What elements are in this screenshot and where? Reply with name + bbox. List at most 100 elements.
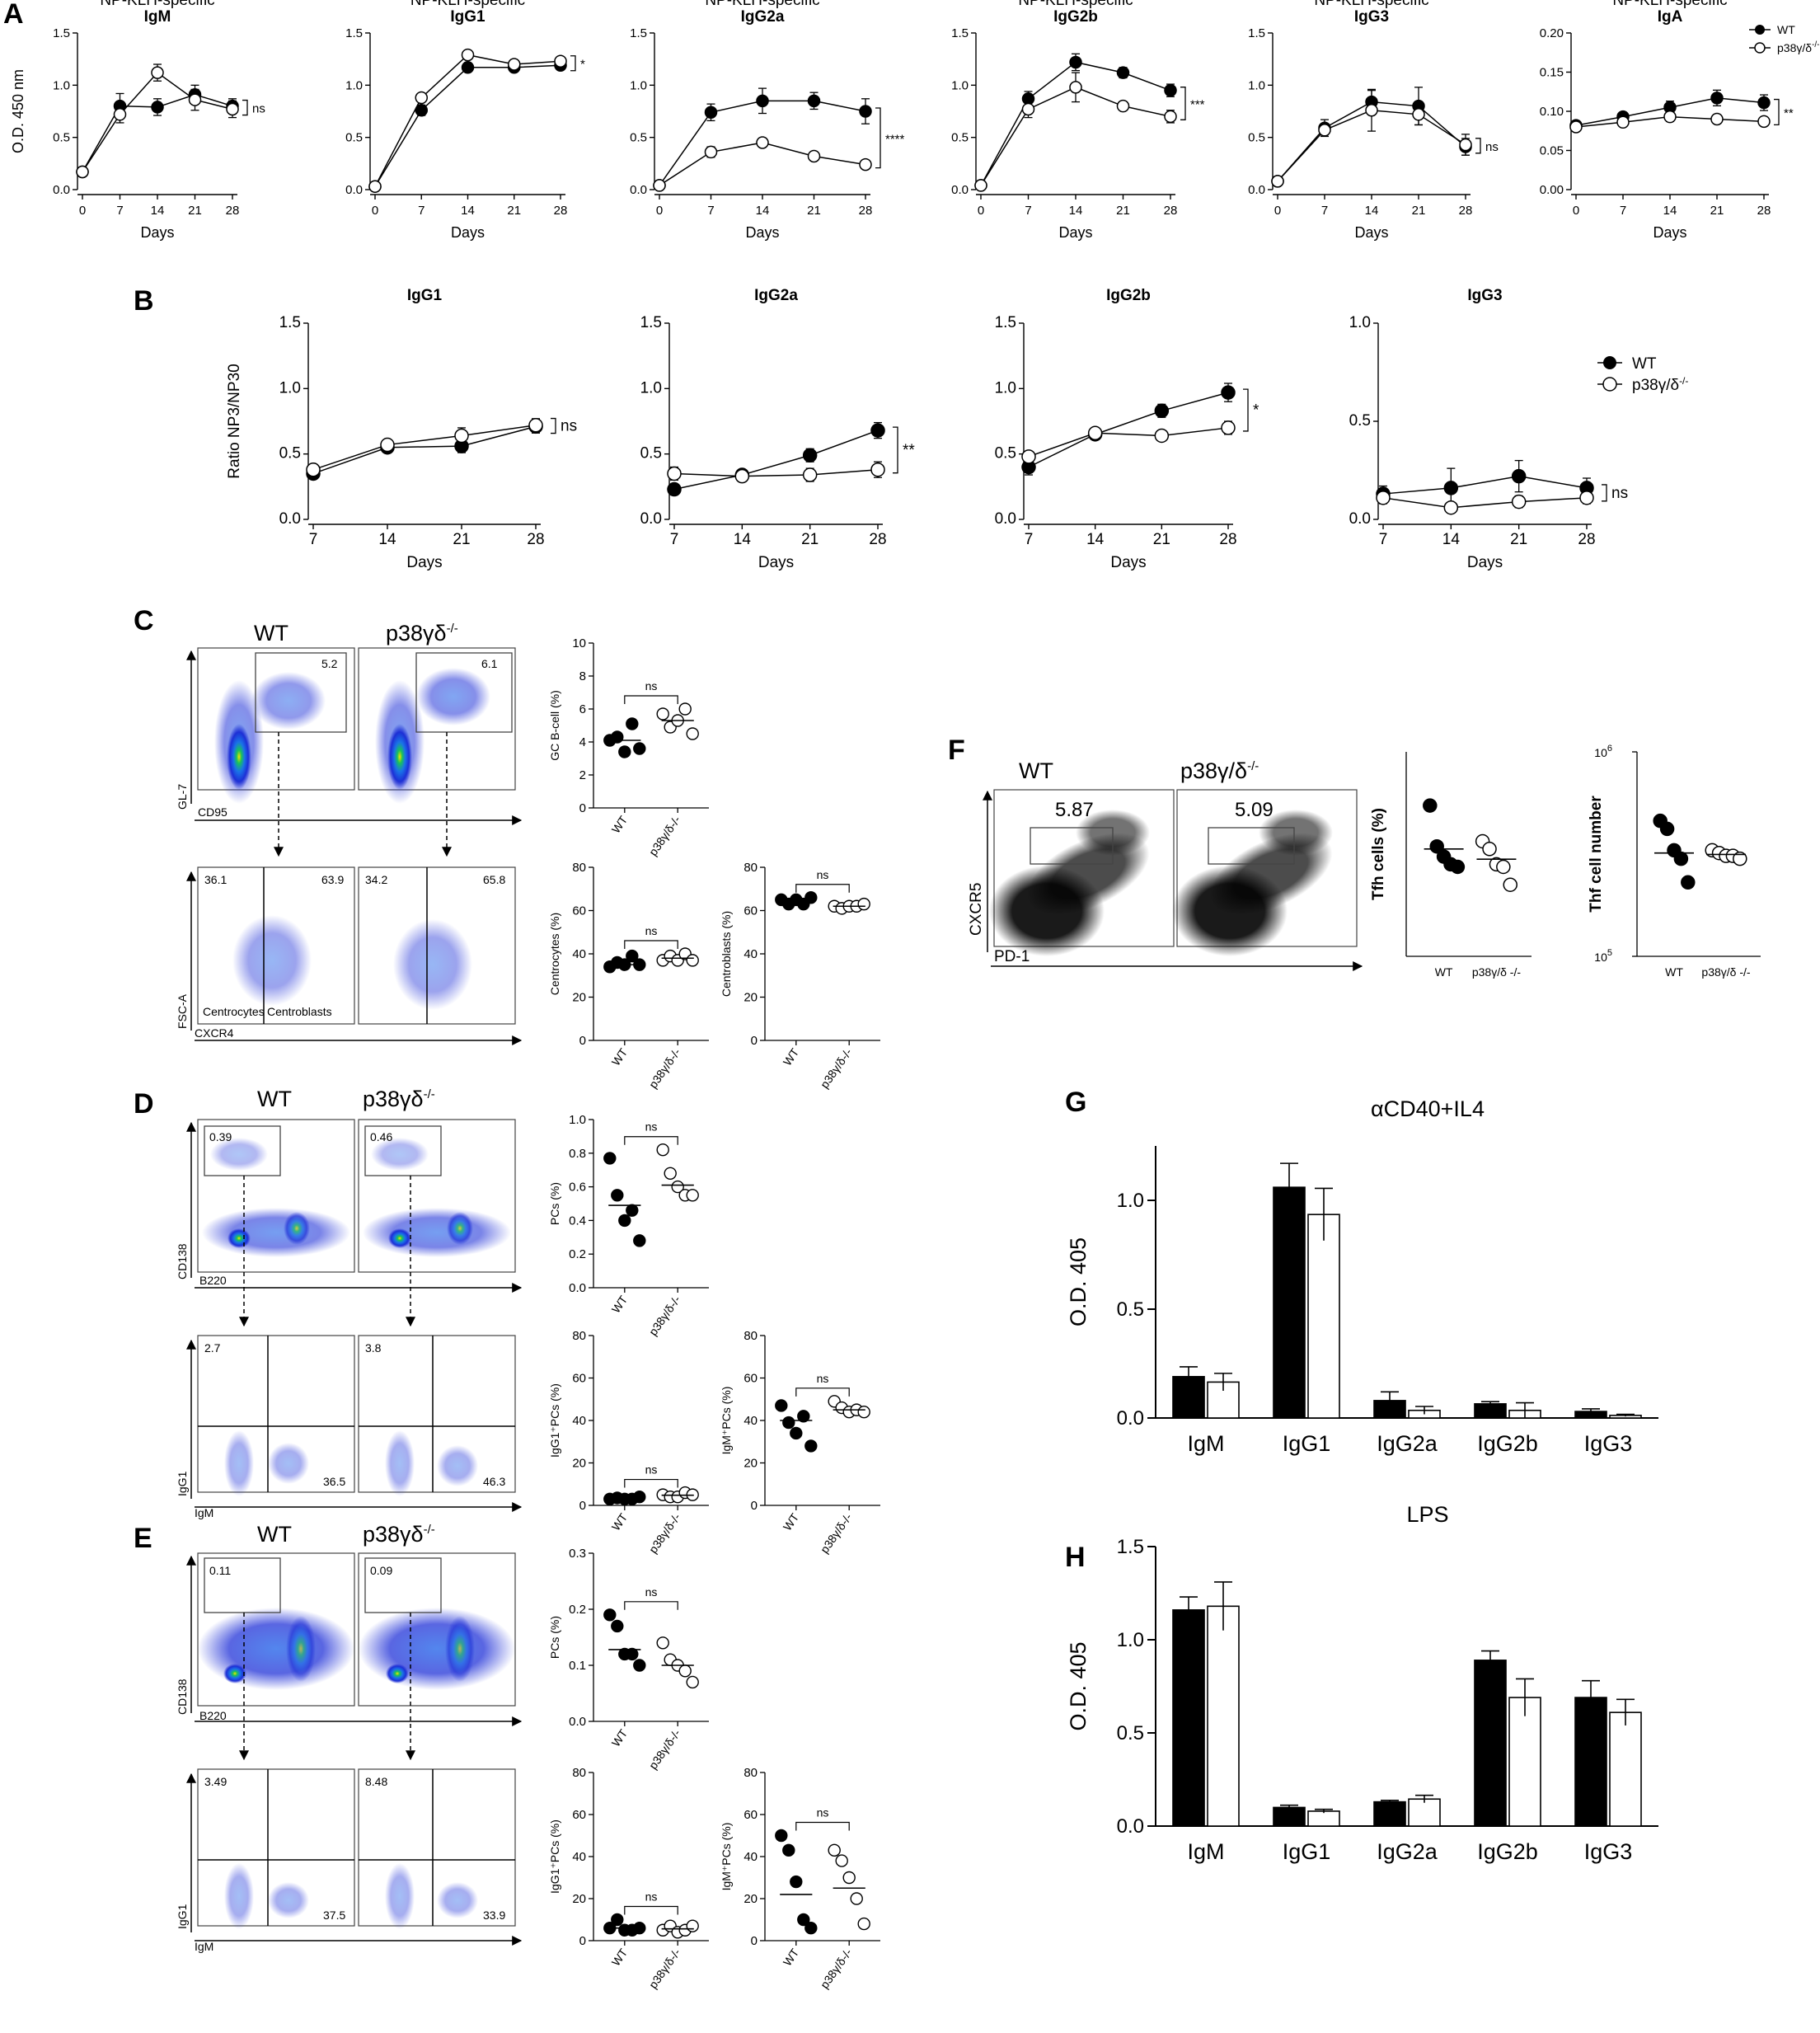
data-point-ko <box>734 468 750 484</box>
series-line-0 <box>374 64 561 187</box>
data-point-wt <box>611 1189 624 1202</box>
data-point-wt <box>626 1647 639 1661</box>
data-point-ko <box>1616 115 1630 129</box>
bar-ko <box>1408 1798 1441 1827</box>
data-point-wt <box>797 1913 810 1927</box>
flow-c-top: WT p38γδ-/- 5.2 6.1 GL-7 CD95 <box>176 621 523 857</box>
x-tick-label: 21 <box>1510 531 1527 548</box>
y-tick-label: 40 <box>572 947 586 961</box>
scatter-chart-F1: Tfh cells (%) WT p38γ/δ -/- <box>1370 752 1532 979</box>
data-point-ko <box>686 1189 699 1202</box>
y-tick-label: 80 <box>743 861 758 875</box>
flow-e-bot-x-axis: IgM <box>195 1940 213 1953</box>
y-tick-label: 0.0 <box>995 510 1016 528</box>
data-point-ko <box>1579 491 1594 505</box>
bar-ko <box>1609 1711 1642 1827</box>
legend-b-ko-text: p38γ/δ <box>1632 377 1679 394</box>
x-axis-label: Days <box>1354 224 1388 241</box>
data-point-ko <box>1365 103 1378 117</box>
y-tick-label: 106 <box>1594 744 1612 759</box>
legend-a-wt: WT <box>1777 23 1795 36</box>
y-tick-label: 0.5 <box>630 131 647 145</box>
significance-bracket <box>624 1905 678 1915</box>
y-tick-label: 60 <box>572 1808 586 1822</box>
y-tick-label: 40 <box>572 1414 586 1428</box>
flow-c-bot-x-axis: CXCR4 <box>195 1026 234 1040</box>
y-tick-label: 2 <box>579 768 586 782</box>
y-tick-label: 1.0 <box>569 1113 586 1127</box>
series-line-1 <box>312 425 537 471</box>
y-tick-label: 20 <box>572 1892 586 1906</box>
scatter-chart-D3: 0 20 40 60 80 IgM⁺PCs (%) WT p38γ/δ-/- ns <box>720 1329 880 1556</box>
data-point-ko <box>380 437 395 453</box>
flow-e-bottom: 3.49 37.5 8.48 33.9 IgG1 IgM <box>176 1768 523 1953</box>
scatter-chart-C3: 0 20 40 60 80 Centroblasts (%) WT p38γ/δ-/- ns <box>720 861 880 1091</box>
significance-bracket <box>570 55 576 72</box>
data-point-wt <box>626 949 639 963</box>
x-tick-label: p38γ/δ-/- <box>818 1045 855 1091</box>
scatter-chart-C1: 0 2 4 6 8 10 GC B-cell (%) WT p38γ/δ-/- ns <box>548 636 709 858</box>
data-point-ko <box>756 136 769 149</box>
x-tick-label: WT <box>1665 965 1683 979</box>
data-point-ko <box>664 1167 677 1180</box>
data-point-ko <box>686 727 699 740</box>
flow-f-y-axis: CXCR5 <box>968 883 985 936</box>
y-tick-label: 1.5 <box>1117 1536 1144 1558</box>
series-line-0 <box>312 425 537 475</box>
flow-d-ko-title-text: p38γδ <box>363 1087 424 1111</box>
x-tick-label: WT <box>609 1510 631 1533</box>
flow-d-wt-gate: 0.39 <box>209 1130 232 1143</box>
flow-e-ko-ul: 8.48 <box>365 1775 387 1788</box>
data-point-ko <box>1459 138 1472 152</box>
flow-d-ko-title-sup: -/- <box>424 1087 435 1101</box>
y-tick-label: 0.0 <box>279 510 301 528</box>
data-point-wt <box>775 1829 788 1843</box>
y-axis-label: Thf cell number <box>1588 796 1605 913</box>
x-tick-label: 28 <box>527 531 544 548</box>
flow-c-right-label: Centroblasts <box>267 1005 332 1018</box>
y-tick-label: 1.0 <box>279 379 301 397</box>
data-point-wt <box>1710 92 1724 105</box>
data-point-wt <box>415 103 428 117</box>
data-point-ko <box>671 1180 684 1194</box>
flow-d-wt-ul: 2.7 <box>204 1341 221 1355</box>
flow-e-x-axis: B220 <box>199 1709 227 1722</box>
x-tick-label: 0 <box>1573 204 1579 218</box>
x-tick-label: 14 <box>734 531 752 548</box>
chart-title-pre: NP-KLH-specific <box>705 0 819 9</box>
x-tick-label: 28 <box>869 531 886 548</box>
x-tick-label: 28 <box>554 204 568 218</box>
line-chart-B2: 0.0 0.5 1.0 1.5 7 14 21 28 Days IgG2a ** <box>640 287 916 571</box>
chart-title: IgG2b <box>1106 287 1151 304</box>
chart-title: IgG3 <box>1467 287 1502 304</box>
significance-label: ns <box>645 1120 658 1134</box>
x-tick-label: IgG2b <box>1477 1839 1538 1864</box>
significance-label: ** <box>903 442 915 459</box>
bar-ko <box>1508 1697 1541 1827</box>
significance-bracket <box>1243 388 1249 432</box>
data-point-wt <box>633 1659 646 1672</box>
y-axis-label: IgM⁺PCs (%) <box>720 1387 733 1455</box>
x-tick-label: 14 <box>1086 531 1105 548</box>
data-point-ko <box>835 1854 848 1867</box>
x-tick-label: 7 <box>670 531 679 548</box>
data-point-ko <box>704 145 718 159</box>
data-point-wt <box>1511 468 1527 484</box>
significance-label: ns <box>561 418 577 435</box>
y-tick-label: 20 <box>743 991 758 1005</box>
data-point-ko <box>76 165 89 179</box>
data-point-ko <box>656 707 669 721</box>
scatter-chart-C2: 0 20 40 60 80 Centrocytes (%) WT p38γ/δ-/- ns <box>548 861 709 1091</box>
flow-e-ko-gate: 0.09 <box>370 1564 392 1577</box>
y-tick-label: 1.5 <box>630 26 647 40</box>
panel-label-g: G <box>1065 1087 1086 1118</box>
x-tick-label: IgG1 <box>1283 1431 1331 1456</box>
x-tick-label: WT <box>609 1045 631 1068</box>
x-tick-label: 7 <box>1620 204 1626 218</box>
significance-label: ns <box>645 1890 658 1904</box>
x-tick-label: 14 <box>461 204 475 218</box>
data-point-wt <box>1757 96 1771 110</box>
y-tick-label: 4 <box>579 735 586 749</box>
x-tick-label: 0 <box>1274 204 1281 218</box>
data-point-ko <box>1069 81 1082 94</box>
